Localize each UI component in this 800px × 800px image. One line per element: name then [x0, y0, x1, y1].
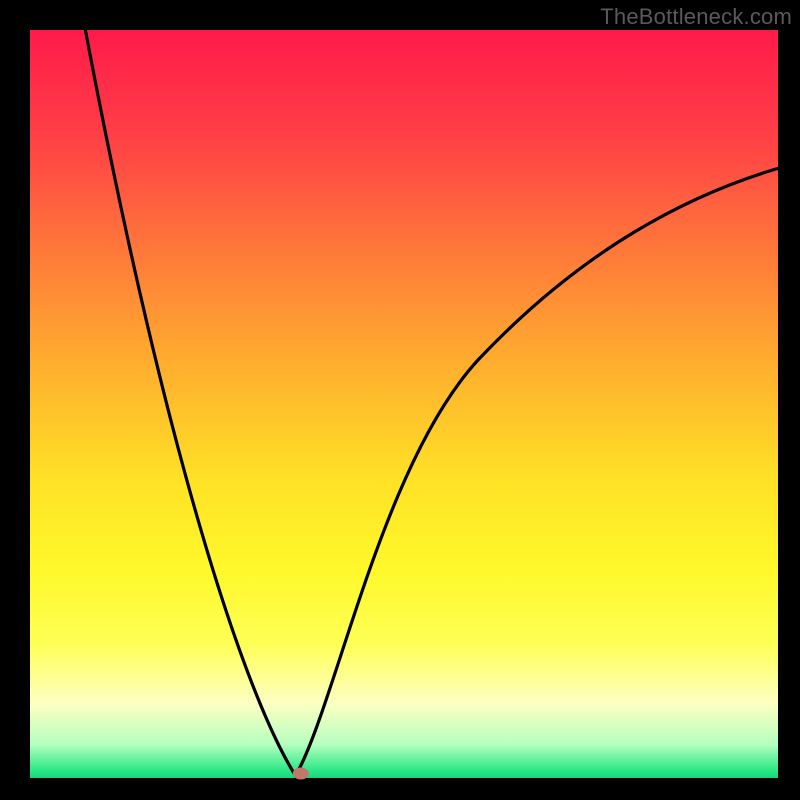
optimal-point-marker [293, 768, 309, 780]
chart-svg [0, 0, 800, 800]
bottleneck-chart: TheBottleneck.com [0, 0, 800, 800]
plot-background [30, 30, 778, 778]
watermark-text: TheBottleneck.com [600, 4, 792, 30]
